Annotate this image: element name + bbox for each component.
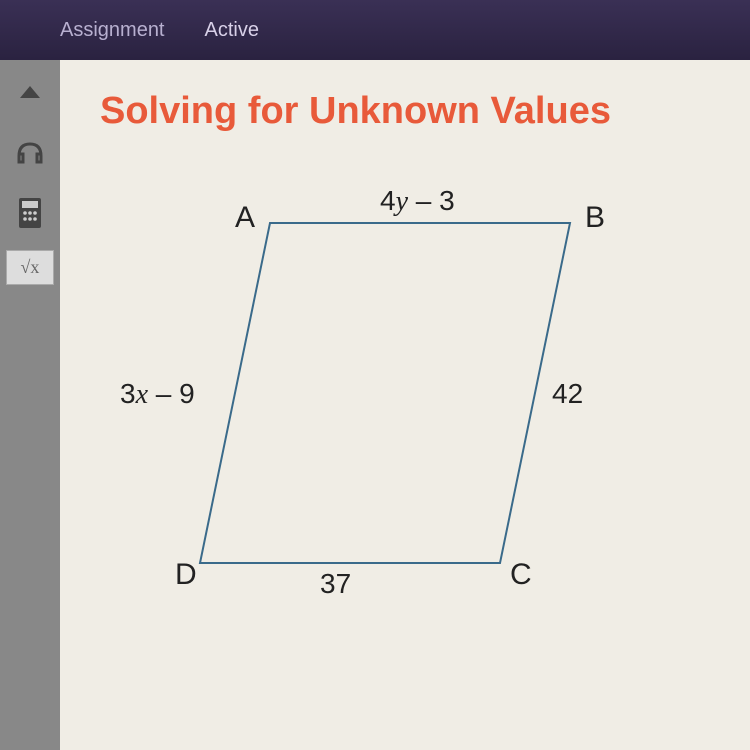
arrow-icon[interactable]: [8, 70, 53, 115]
edge-ab-label: 4y – 3: [380, 185, 455, 218]
radical-label: √x: [21, 257, 40, 278]
da-const: – 9: [156, 378, 195, 409]
parallelogram-diagram: A B C D 4y – 3 42 37 3x – 9: [120, 183, 670, 633]
da-var: x: [136, 379, 148, 410]
vertex-b: B: [585, 201, 605, 235]
ab-var: y: [396, 186, 408, 217]
cropped-right-content: [735, 170, 750, 370]
headphone-icon[interactable]: [8, 130, 53, 175]
top-bar: Assignment Active: [0, 0, 750, 60]
ab-const: – 3: [416, 185, 455, 216]
ab-coef: 4: [380, 185, 396, 216]
vertex-a: A: [235, 201, 255, 235]
content-area: Solving for Unknown Values A B C D 4y – …: [60, 60, 750, 750]
da-coef: 3: [120, 378, 136, 409]
active-tab[interactable]: Active: [205, 19, 259, 42]
calculator-icon[interactable]: [8, 190, 53, 235]
vertex-d: D: [175, 558, 197, 592]
parallelogram-svg: [120, 183, 670, 633]
edge-da-label: 3x – 9: [120, 378, 195, 411]
vertex-c: C: [510, 558, 532, 592]
edge-bc-label: 42: [552, 378, 583, 410]
left-sidebar: √x: [0, 60, 60, 750]
edge-cd-label: 37: [320, 568, 351, 600]
assignment-tab[interactable]: Assignment: [60, 19, 165, 42]
page-title: Solving for Unknown Values: [100, 90, 710, 133]
radical-icon[interactable]: √x: [6, 250, 54, 285]
